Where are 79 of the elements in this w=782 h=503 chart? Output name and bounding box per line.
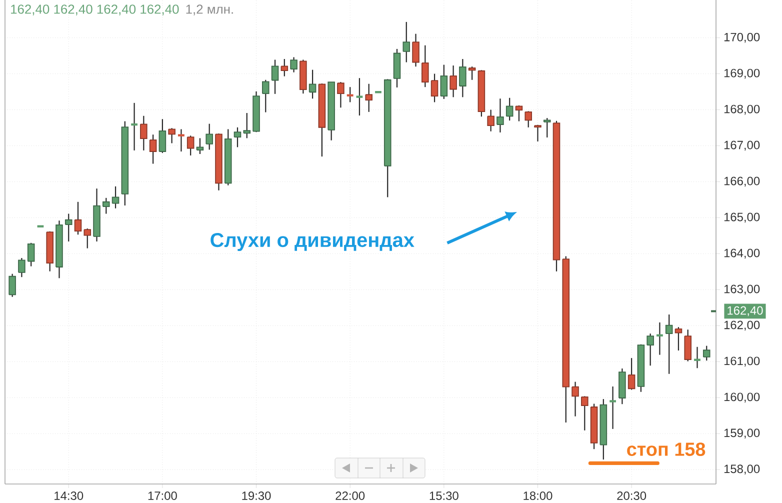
candlestick xyxy=(158,118,166,154)
y-tick-label: 161,00 xyxy=(724,356,760,367)
candlestick xyxy=(84,228,92,249)
y-tick-label: 164,00 xyxy=(724,248,760,259)
chart-title: 162,40 162,40 162,40 162,40 xyxy=(11,4,179,16)
candlestick xyxy=(280,58,288,77)
text: 162,40 xyxy=(728,306,763,316)
y-tick-label: 158,00 xyxy=(724,464,760,475)
candlestick xyxy=(608,386,618,430)
candlestick xyxy=(543,117,551,138)
x-tick-label: 20:30 xyxy=(617,492,646,500)
candlestick xyxy=(64,213,72,242)
candlestick xyxy=(628,358,636,390)
x-tick-label: 15:30 xyxy=(430,492,458,500)
candlestick xyxy=(234,126,242,148)
x-tick-label: 17:00 xyxy=(148,492,177,500)
chart-subtitle: 1,2 млн. xyxy=(186,4,233,16)
candlestick xyxy=(655,322,664,356)
candlestick xyxy=(140,115,148,151)
y-tick-label: 165,00 xyxy=(724,212,760,223)
candlestick xyxy=(692,346,702,369)
candlestick xyxy=(412,33,420,68)
candlestick xyxy=(496,98,504,133)
y-tick-label: 167,00 xyxy=(724,140,760,151)
y-tick-label: 163,00 xyxy=(724,284,760,295)
candlestick xyxy=(506,97,514,122)
x-tick-label: 14:30 xyxy=(54,492,84,500)
candlestick xyxy=(402,21,410,63)
candlestick xyxy=(459,58,466,98)
candlestick xyxy=(346,86,354,103)
candlestick xyxy=(168,128,176,144)
y-tick-label: 170,00 xyxy=(724,32,760,43)
x-tick-label: 18:00 xyxy=(524,492,552,500)
candlestick xyxy=(290,56,298,73)
y-tick-label: 166,00 xyxy=(724,176,760,187)
candlestick xyxy=(186,135,194,156)
candlestick xyxy=(74,201,82,236)
candlestick xyxy=(112,186,120,209)
annotation: Слухи о дивидендах xyxy=(210,232,414,252)
candlestick xyxy=(196,138,204,155)
candlestick xyxy=(524,110,532,128)
candlestick xyxy=(206,123,213,150)
y-tick-label: 162,00 xyxy=(724,320,760,331)
candlestick xyxy=(271,59,279,94)
candlestick xyxy=(422,44,429,88)
annotation: стоп 158 xyxy=(627,442,706,456)
candlestick xyxy=(440,64,448,100)
y-tick-label: 160,00 xyxy=(724,392,760,403)
candlestick xyxy=(337,81,344,108)
x-tick-label: 22:00 xyxy=(336,492,365,500)
candlestick xyxy=(365,83,372,112)
candlestick xyxy=(8,273,16,298)
candlestick xyxy=(243,112,251,139)
candlestick xyxy=(534,124,542,142)
candlestick xyxy=(684,329,692,362)
y-tick-label: 159,00 xyxy=(724,428,760,439)
candlestick xyxy=(355,78,364,116)
candlestick xyxy=(581,396,588,431)
candlestick xyxy=(572,381,579,417)
candlestick xyxy=(430,73,438,103)
candlestick xyxy=(674,326,682,352)
candlestick xyxy=(665,314,673,374)
candlestick xyxy=(18,257,26,278)
candlestick xyxy=(487,109,494,132)
candlestick xyxy=(515,104,523,122)
candlestick xyxy=(130,102,139,151)
candlestick xyxy=(450,64,457,98)
candlestick xyxy=(702,345,710,362)
x-tick-label: 19:30 xyxy=(242,492,271,500)
candlestick xyxy=(27,242,35,267)
y-tick-label: 168,00 xyxy=(724,104,760,115)
candlestick xyxy=(468,66,476,80)
candlestick xyxy=(102,197,110,214)
candlestick xyxy=(149,134,157,164)
candlestick xyxy=(308,69,316,100)
candlestick xyxy=(262,79,270,113)
candlestick xyxy=(176,128,186,152)
y-tick-label: 169,00 xyxy=(724,68,760,79)
candlestick xyxy=(646,333,654,366)
